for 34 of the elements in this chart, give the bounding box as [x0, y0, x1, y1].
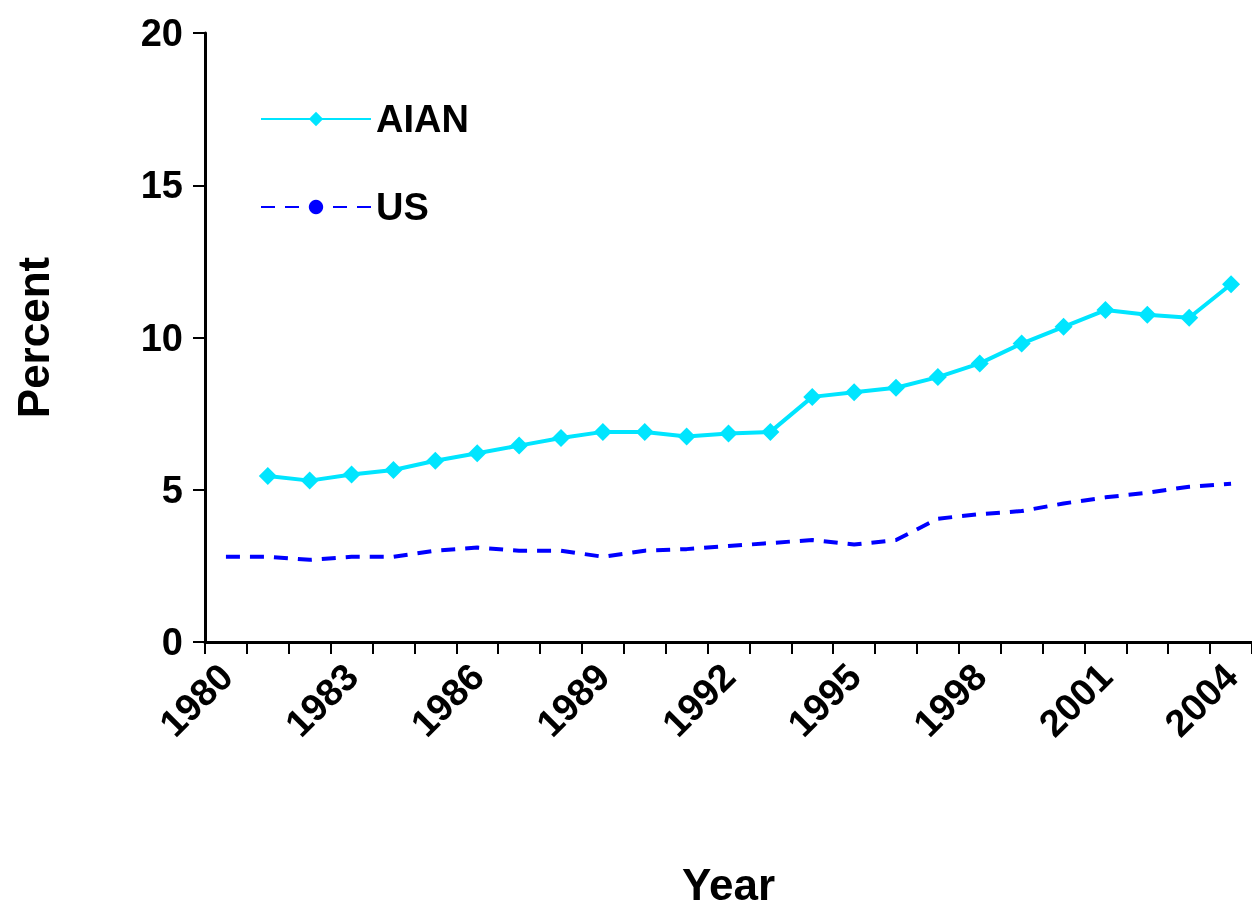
y-axis-title: Percent — [8, 256, 58, 419]
point — [761, 422, 780, 441]
point — [677, 427, 696, 446]
y-tick-label: 0 — [161, 621, 183, 663]
y-tick-label: 10 — [140, 316, 183, 359]
y-tick-label: 5 — [161, 468, 183, 511]
point — [1180, 308, 1199, 327]
point — [1054, 317, 1073, 336]
point — [1096, 301, 1115, 320]
y-tick-label: 20 — [140, 12, 183, 54]
point — [970, 354, 989, 373]
point — [845, 383, 864, 402]
point — [258, 467, 277, 486]
point — [300, 471, 319, 490]
point — [928, 368, 947, 387]
point — [468, 444, 487, 463]
point — [593, 422, 612, 441]
point — [1012, 334, 1031, 353]
legend-label: US — [376, 186, 429, 228]
point — [1138, 305, 1157, 324]
point — [384, 460, 403, 479]
point — [342, 465, 361, 484]
point — [887, 378, 906, 397]
point — [635, 422, 654, 441]
y-tick-label: 15 — [140, 164, 183, 207]
legend-label: AIAN — [376, 98, 469, 140]
line-series — [223, 481, 1234, 562]
point — [551, 428, 570, 447]
x-axis-title: Year — [682, 859, 775, 909]
point — [1222, 275, 1241, 294]
point — [510, 436, 529, 455]
point — [426, 451, 445, 470]
point — [803, 387, 822, 406]
point — [719, 424, 738, 443]
